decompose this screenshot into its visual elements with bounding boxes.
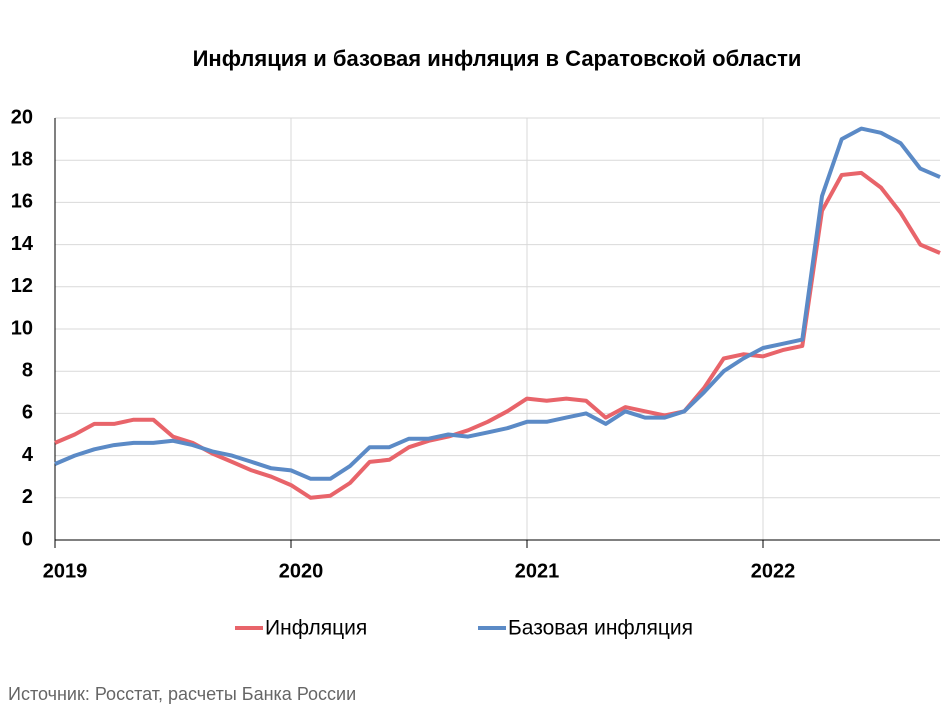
y-tick-label: 2 [22,486,33,508]
x-tick-label: 2020 [279,560,324,582]
y-tick-label: 10 [11,317,33,339]
y-tick-label: 8 [22,359,33,381]
x-tick-label: 2022 [751,560,796,582]
x-tick-label: 2021 [515,560,560,582]
legend-label: Базовая инфляция [508,617,693,640]
x-tick-label: 2019 [43,560,88,582]
y-tick-label: 6 [22,402,33,424]
series-line [54,126,941,481]
y-tick-label: 18 [11,148,33,170]
chart-title: Инфляция и базовая инфляция в Саратовско… [193,46,802,71]
y-tick-label: 12 [11,275,33,297]
y-tick-label: 20 [11,106,33,128]
series-line [54,170,941,500]
y-tick-label: 4 [22,444,34,466]
y-tick-label: 16 [11,191,33,213]
y-tick-label: 0 [22,528,33,550]
source-note: Источник: Росстат, расчеты Банка России [8,684,356,704]
legend-label: Инфляция [265,617,367,640]
y-tick-label: 14 [11,233,34,255]
